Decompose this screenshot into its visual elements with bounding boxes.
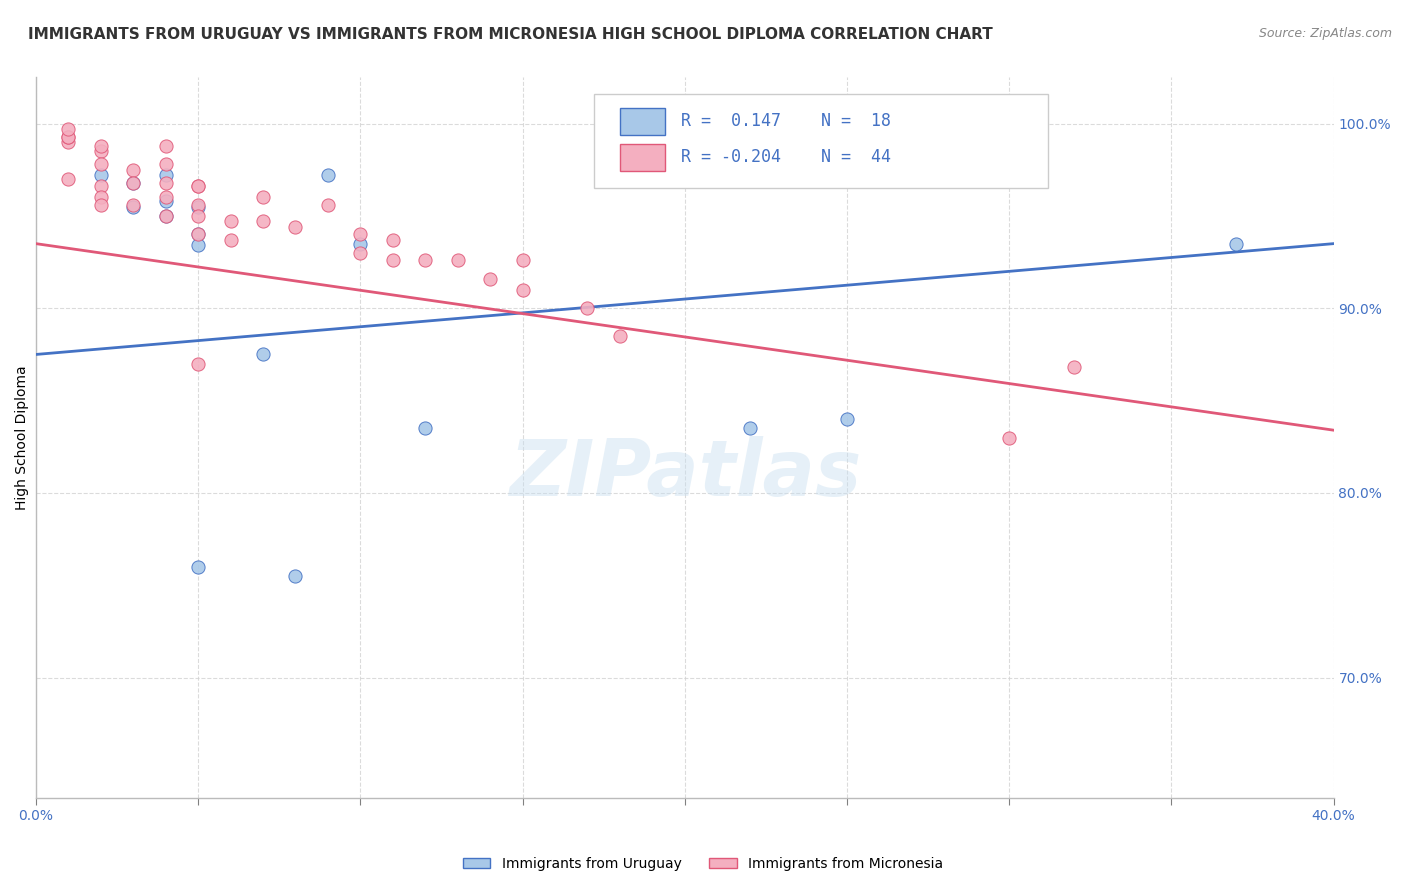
Point: [998, 431, 1021, 445]
Point: [155, 190, 177, 204]
Text: ZIPatlas: ZIPatlas: [509, 435, 860, 512]
Point: [835, 412, 858, 426]
Point: [122, 198, 145, 212]
Point: [155, 176, 177, 190]
Point: [609, 329, 631, 343]
Point: [122, 162, 145, 177]
Text: IMMIGRANTS FROM URUGUAY VS IMMIGRANTS FROM MICRONESIA HIGH SCHOOL DIPLOMA CORREL: IMMIGRANTS FROM URUGUAY VS IMMIGRANTS FR…: [28, 27, 993, 42]
Point: [90, 179, 112, 194]
Point: [512, 283, 534, 297]
Point: [187, 179, 209, 194]
Point: [1063, 360, 1085, 375]
Point: [155, 169, 177, 183]
Point: [187, 559, 209, 574]
Point: [187, 227, 209, 242]
Point: [155, 209, 177, 223]
Point: [738, 421, 761, 435]
Point: [187, 357, 209, 371]
Point: [252, 214, 274, 228]
Point: [58, 135, 80, 149]
Point: [512, 253, 534, 268]
Point: [90, 198, 112, 212]
Point: [316, 169, 339, 183]
Point: [90, 145, 112, 159]
Point: [90, 169, 112, 183]
Point: [413, 421, 436, 435]
Point: [349, 245, 371, 260]
Point: [349, 236, 371, 251]
Point: [479, 271, 502, 285]
Point: [284, 569, 307, 583]
Point: [187, 179, 209, 194]
Text: Source: ZipAtlas.com: Source: ZipAtlas.com: [1258, 27, 1392, 40]
Point: [58, 129, 80, 144]
Point: [155, 209, 177, 223]
Point: [187, 200, 209, 214]
Point: [187, 198, 209, 212]
Point: [122, 176, 145, 190]
Point: [187, 227, 209, 242]
Point: [284, 220, 307, 235]
Point: [381, 233, 404, 247]
FancyBboxPatch shape: [620, 144, 665, 171]
Point: [316, 198, 339, 212]
Point: [122, 200, 145, 214]
Point: [90, 138, 112, 153]
Text: R =  0.147    N =  18: R = 0.147 N = 18: [681, 112, 891, 129]
FancyBboxPatch shape: [620, 108, 665, 135]
Point: [252, 347, 274, 361]
Point: [576, 301, 599, 316]
Point: [447, 253, 470, 268]
Point: [90, 157, 112, 171]
Point: [381, 253, 404, 268]
Point: [58, 122, 80, 136]
Point: [187, 238, 209, 252]
FancyBboxPatch shape: [593, 94, 1047, 187]
Point: [58, 129, 80, 144]
Point: [58, 172, 80, 186]
Point: [413, 253, 436, 268]
Point: [1225, 236, 1247, 251]
Point: [219, 214, 242, 228]
Point: [122, 176, 145, 190]
Point: [155, 138, 177, 153]
Point: [187, 209, 209, 223]
Point: [252, 190, 274, 204]
Point: [155, 194, 177, 209]
Point: [349, 227, 371, 242]
Point: [90, 190, 112, 204]
Text: R = -0.204    N =  44: R = -0.204 N = 44: [681, 148, 891, 166]
Point: [219, 233, 242, 247]
Legend: Immigrants from Uruguay, Immigrants from Micronesia: Immigrants from Uruguay, Immigrants from…: [457, 851, 949, 876]
Point: [155, 157, 177, 171]
Y-axis label: High School Diploma: High School Diploma: [15, 365, 30, 510]
